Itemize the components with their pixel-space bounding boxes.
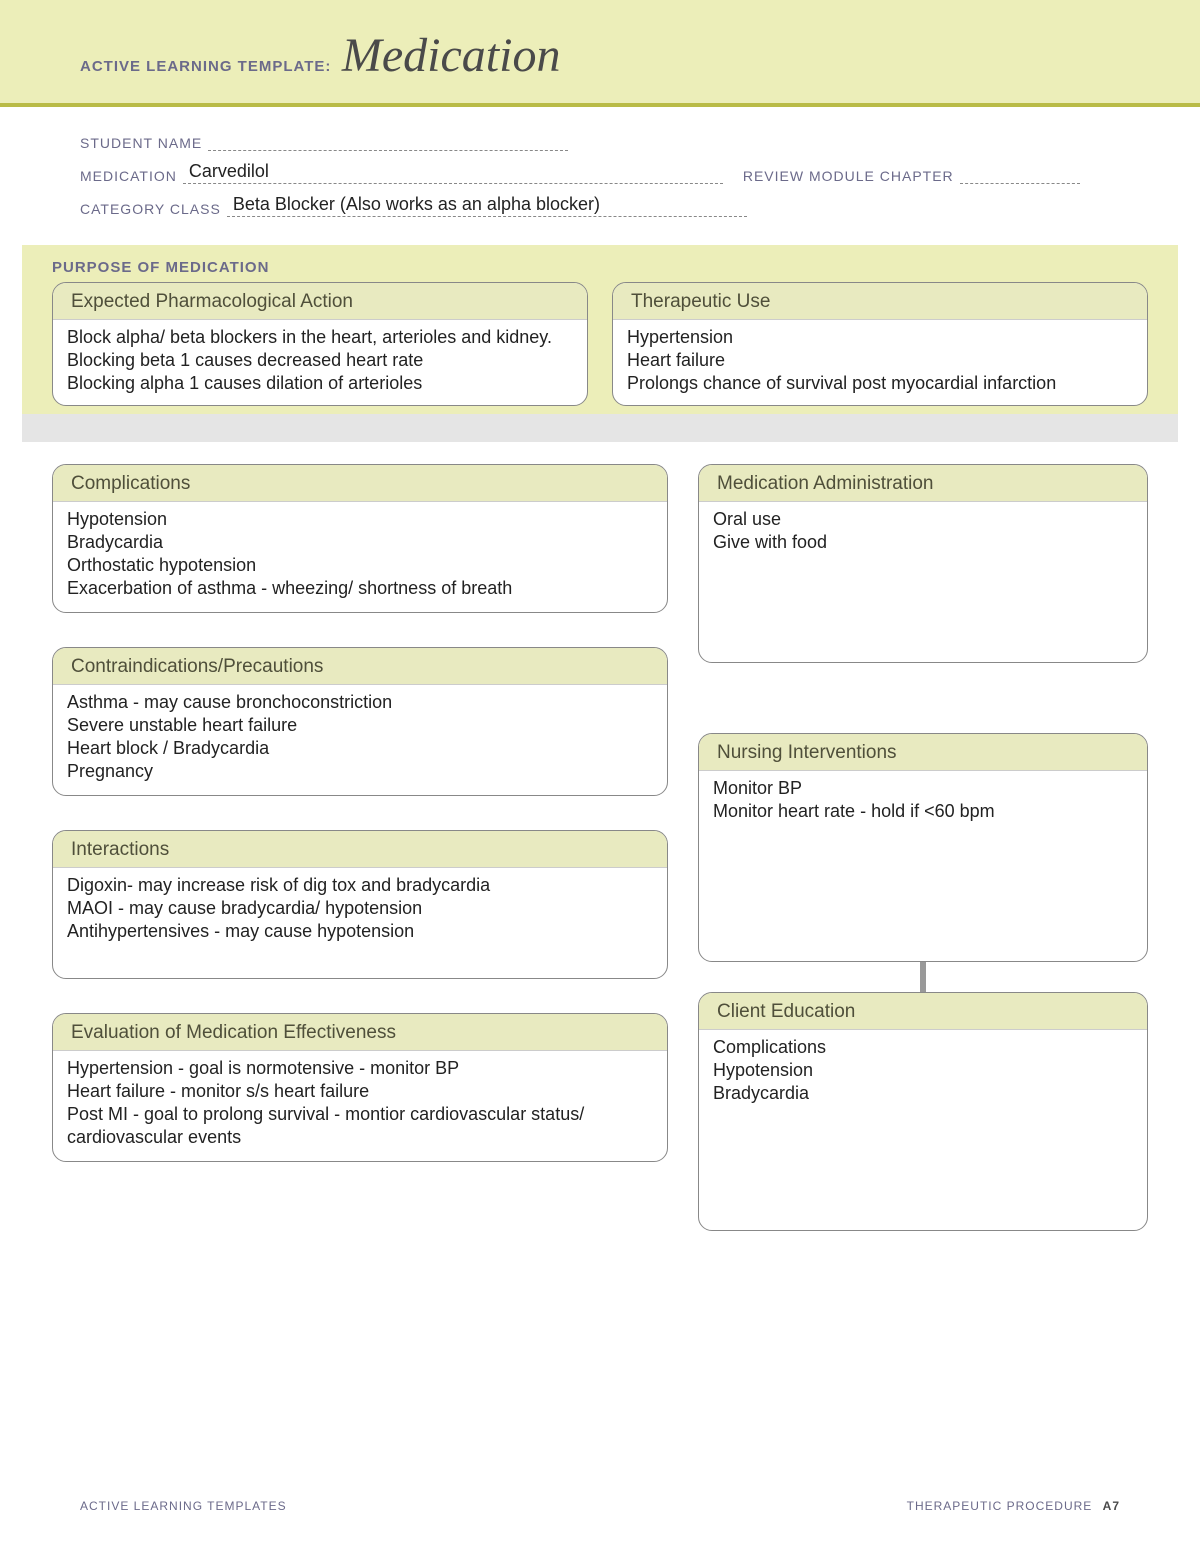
header-title: Medication (342, 28, 561, 83)
evaluation-box: Evaluation of Medication Effectiveness H… (52, 1013, 668, 1162)
purpose-section: PURPOSE OF MEDICATION Expected Pharmacol… (22, 245, 1178, 414)
connector-line (920, 962, 926, 992)
purpose-title: PURPOSE OF MEDICATION (52, 259, 1148, 276)
grey-band (22, 414, 1178, 442)
pharm-action-box: Expected Pharmacological Action Block al… (52, 282, 588, 406)
nursing-title: Nursing Interventions (699, 734, 1147, 771)
administration-body: Oral use Give with food (699, 502, 1147, 662)
main-area: Complications Hypotension Bradycardia Or… (0, 442, 1200, 1231)
category-input[interactable]: Beta Blocker (Also works as an alpha blo… (227, 194, 747, 217)
student-name-label: STUDENT NAME (80, 135, 208, 151)
interactions-body: Digoxin- may increase risk of dig tox an… (53, 868, 667, 978)
interactions-box: Interactions Digoxin- may increase risk … (52, 830, 668, 979)
header-prefix: ACTIVE LEARNING TEMPLATE: (80, 58, 331, 75)
contraindications-title: Contraindications/Precautions (53, 648, 667, 685)
client-ed-box: Client Education Complications Hypotensi… (698, 992, 1148, 1231)
client-ed-body: Complications Hypotension Bradycardia (699, 1030, 1147, 1230)
footer: ACTIVE LEARNING TEMPLATES THERAPEUTIC PR… (80, 1499, 1120, 1513)
evaluation-body: Hypertension - goal is normotensive - mo… (53, 1051, 667, 1161)
administration-box: Medication Administration Oral use Give … (698, 464, 1148, 663)
complications-box: Complications Hypotension Bradycardia Or… (52, 464, 668, 613)
medication-input[interactable]: Carvedilol (183, 161, 723, 184)
review-label: REVIEW MODULE CHAPTER (723, 168, 960, 184)
student-name-input[interactable] (208, 131, 568, 151)
footer-page: A7 (1103, 1499, 1120, 1513)
complications-title: Complications (53, 465, 667, 502)
contraindications-box: Contraindications/Precautions Asthma - m… (52, 647, 668, 796)
therapeutic-use-body: Hypertension Heart failure Prolongs chan… (613, 320, 1147, 405)
category-row: CATEGORY CLASS Beta Blocker (Also works … (80, 194, 1120, 217)
therapeutic-use-box: Therapeutic Use Hypertension Heart failu… (612, 282, 1148, 406)
complications-body: Hypotension Bradycardia Orthostatic hypo… (53, 502, 667, 612)
review-input[interactable] (960, 164, 1080, 184)
administration-title: Medication Administration (699, 465, 1147, 502)
medication-label: MEDICATION (80, 168, 183, 184)
pharm-action-title: Expected Pharmacological Action (53, 283, 587, 320)
therapeutic-use-title: Therapeutic Use (613, 283, 1147, 320)
interactions-title: Interactions (53, 831, 667, 868)
category-label: CATEGORY CLASS (80, 201, 227, 217)
footer-right: THERAPEUTIC PROCEDURE A7 (907, 1499, 1120, 1513)
nursing-body: Monitor BP Monitor heart rate - hold if … (699, 771, 1147, 961)
form-fields: STUDENT NAME MEDICATION Carvedilol REVIE… (0, 107, 1200, 245)
medication-row: MEDICATION Carvedilol REVIEW MODULE CHAP… (80, 161, 1120, 184)
spacer (698, 663, 1148, 733)
contraindications-body: Asthma - may cause bronchoconstriction S… (53, 685, 667, 795)
left-column: Complications Hypotension Bradycardia Or… (52, 464, 668, 1231)
evaluation-title: Evaluation of Medication Effectiveness (53, 1014, 667, 1051)
right-column: Medication Administration Oral use Give … (698, 464, 1148, 1231)
nursing-box: Nursing Interventions Monitor BP Monitor… (698, 733, 1148, 962)
footer-left: ACTIVE LEARNING TEMPLATES (80, 1499, 287, 1513)
header-band: ACTIVE LEARNING TEMPLATE: Medication (0, 0, 1200, 107)
page: ACTIVE LEARNING TEMPLATE: Medication STU… (0, 0, 1200, 1553)
student-name-row: STUDENT NAME (80, 131, 1120, 151)
pharm-action-body: Block alpha/ beta blockers in the heart,… (53, 320, 587, 405)
footer-right-label: THERAPEUTIC PROCEDURE (907, 1499, 1093, 1513)
client-ed-title: Client Education (699, 993, 1147, 1030)
